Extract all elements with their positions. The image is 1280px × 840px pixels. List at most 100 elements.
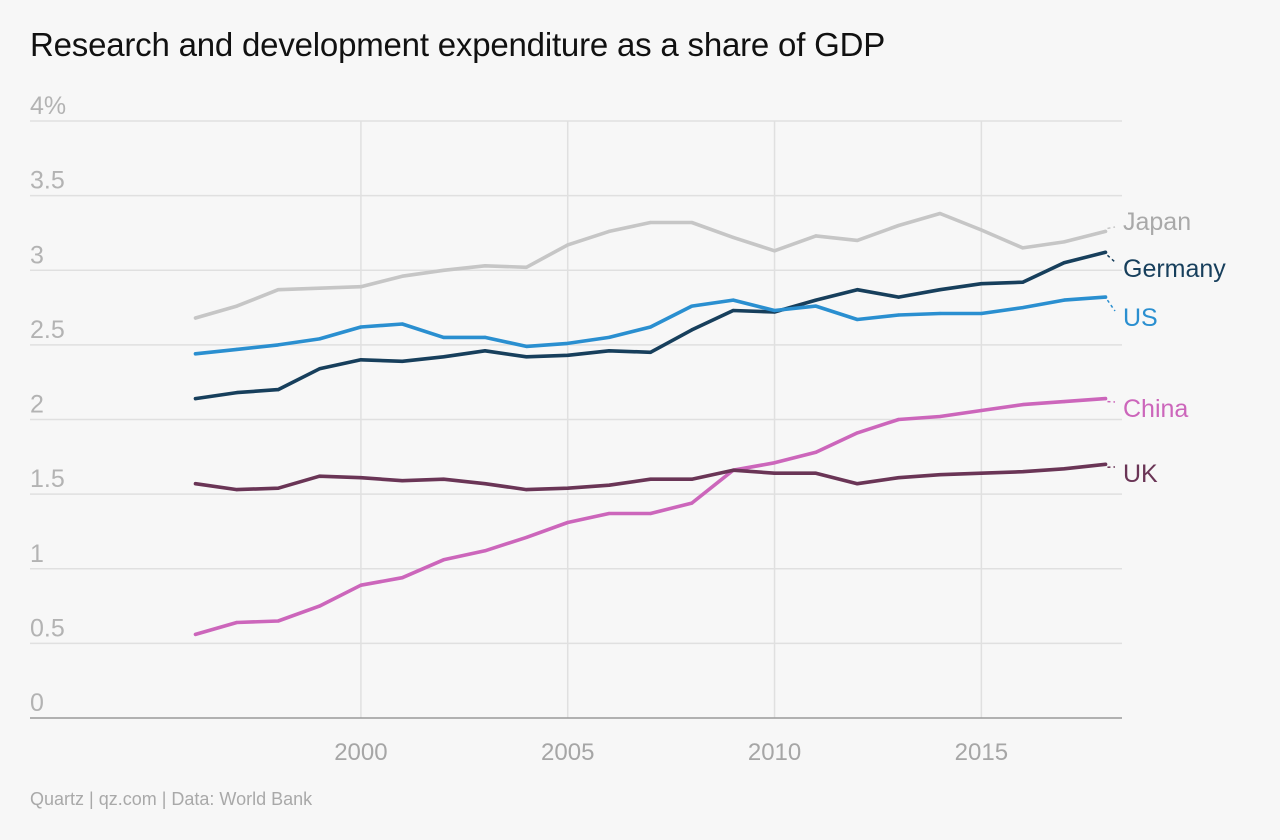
series-lines xyxy=(193,211,1108,637)
us-data-point xyxy=(1062,298,1066,302)
x-tick-label: 2015 xyxy=(955,739,1008,766)
us-data-point xyxy=(400,322,404,326)
us-data-point xyxy=(483,335,487,339)
china-data-point xyxy=(276,619,280,623)
us-data-point xyxy=(524,344,529,348)
japan-data-point xyxy=(483,264,487,268)
china-data-point xyxy=(235,620,239,625)
china-data-point xyxy=(400,576,404,580)
japan-data-point xyxy=(524,265,529,269)
uk-data-point xyxy=(400,479,404,483)
japan-data-point xyxy=(648,220,653,225)
germany-data-point xyxy=(979,282,984,286)
us-series-label: US xyxy=(1123,304,1158,332)
source-credit: Quartz | qz.com | Data: World Bank xyxy=(30,789,313,809)
germany-data-point xyxy=(897,295,901,299)
germany-data-point xyxy=(648,350,653,354)
japan-data-point xyxy=(317,286,322,290)
germany-data-point xyxy=(607,349,611,353)
china-data-point xyxy=(690,501,694,505)
y-tick-label: 1 xyxy=(30,540,44,568)
china-data-point xyxy=(317,604,322,608)
germany-data-point xyxy=(524,355,529,359)
japan-data-point xyxy=(235,304,239,308)
uk-data-point xyxy=(731,468,735,472)
china-data-point xyxy=(566,520,570,525)
germany-data-point xyxy=(814,298,818,302)
us-data-point xyxy=(648,325,653,329)
japan-data-point xyxy=(566,243,570,247)
us-data-point xyxy=(359,325,363,329)
japan-data-point xyxy=(1021,246,1025,250)
us-data-point xyxy=(731,298,735,302)
chart-title: Research and development expenditure as … xyxy=(30,26,886,63)
japan-data-point xyxy=(607,229,611,233)
germany-data-point xyxy=(483,349,487,353)
china-series-label: China xyxy=(1123,395,1188,423)
germany-data-point xyxy=(317,367,322,371)
us-data-point xyxy=(317,337,322,341)
china-data-point xyxy=(814,450,818,454)
germany-data-point xyxy=(235,391,239,395)
germany-series-label: Germany xyxy=(1123,255,1226,283)
uk-data-point xyxy=(690,477,694,481)
uk-data-point xyxy=(317,474,322,478)
us-data-point xyxy=(607,335,611,339)
us-data-point xyxy=(1021,306,1025,310)
japan-data-point xyxy=(276,288,280,292)
japan-data-point xyxy=(193,316,198,320)
germany-data-point xyxy=(855,288,859,292)
x-tick-label: 2005 xyxy=(541,739,594,766)
japan-data-point xyxy=(442,268,446,272)
uk-data-point xyxy=(483,482,487,486)
uk-data-point xyxy=(1021,470,1025,474)
china-data-point xyxy=(855,431,859,435)
uk-data-point xyxy=(359,476,363,480)
uk-data-point xyxy=(648,477,653,481)
japan-series-label: Japan xyxy=(1123,208,1191,236)
us-data-point xyxy=(772,308,777,313)
germany-data-point xyxy=(359,358,363,362)
uk-data-point xyxy=(442,477,446,481)
china-data-point xyxy=(979,408,984,413)
us-data-point xyxy=(442,335,446,339)
uk-data-point xyxy=(814,471,818,475)
japan-data-point xyxy=(1103,229,1108,233)
germany-data-point xyxy=(731,308,735,313)
us-data-point xyxy=(690,304,694,308)
us-data-point xyxy=(814,304,818,308)
us-data-point xyxy=(193,352,198,356)
uk-data-point xyxy=(193,482,198,486)
germany-data-point xyxy=(400,359,404,363)
uk-data-point xyxy=(938,473,942,477)
germany-data-point xyxy=(566,353,570,357)
y-tick-label: 4% xyxy=(30,92,66,120)
china-data-point xyxy=(442,558,446,562)
y-tick-label: 0.5 xyxy=(30,614,65,642)
uk-data-point xyxy=(855,482,859,486)
uk-data-point xyxy=(524,488,529,492)
y-tick-label: 3.5 xyxy=(30,167,65,195)
uk-data-point xyxy=(566,486,570,490)
series-labels: Japan Germany US China UK xyxy=(1106,208,1226,488)
china-data-point xyxy=(524,535,529,540)
germany-data-point xyxy=(938,288,942,292)
us-data-point xyxy=(1103,295,1108,299)
germany-label-leader xyxy=(1106,254,1116,263)
us-data-point xyxy=(235,347,239,351)
us-data-point xyxy=(276,343,280,347)
japan-label-leader xyxy=(1107,226,1116,230)
china-data-point xyxy=(1062,400,1066,404)
japan-data-point xyxy=(359,285,363,289)
us-data-point xyxy=(566,341,570,345)
japan-data-point xyxy=(772,249,777,253)
uk-data-point xyxy=(1062,467,1066,471)
us-data-point xyxy=(897,313,901,317)
us-data-point xyxy=(855,317,859,322)
japan-data-point xyxy=(897,223,901,228)
us-data-point xyxy=(938,311,942,316)
germany-data-point xyxy=(1103,250,1108,254)
china-line xyxy=(193,396,1108,637)
germany-data-point xyxy=(1021,280,1025,284)
